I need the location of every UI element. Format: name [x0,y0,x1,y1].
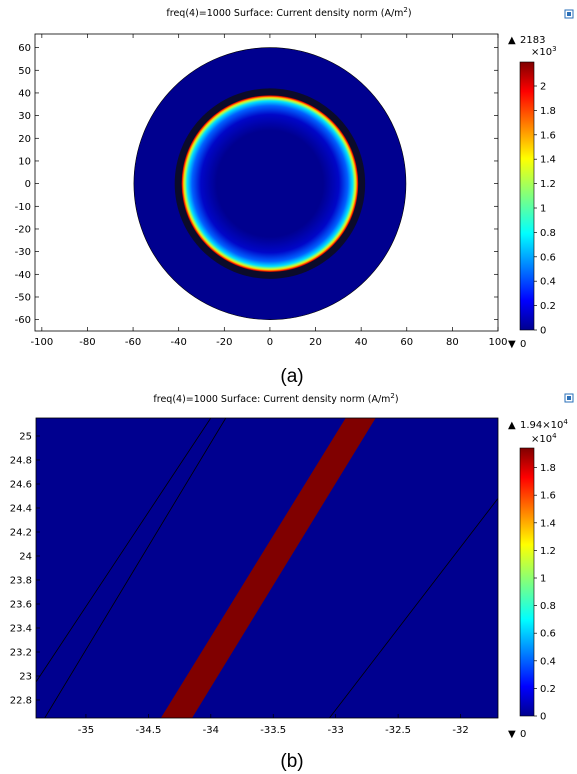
x-tick-label: 60 [400,337,413,348]
y-tick-label: 23 [19,672,32,683]
y-tick-label: -30 [15,247,31,258]
colorbar-b-ticks: 1.8 1.6 1.4 1.2 1 0.8 0.6 0.4 0.2 0 [534,463,556,723]
colorbar-tick-label: 0.4 [540,656,556,667]
panel-a: freq(4)=1000 Surface: Current density no… [15,6,574,387]
colorbar-tick-label: 0.2 [540,684,556,695]
x-tick-label: -100 [30,337,53,348]
caption-b: (b) [280,751,303,772]
y-tick-label: 40 [18,88,31,99]
colorbar-tick-label: 1.8 [540,463,556,474]
boundary-line [44,418,227,718]
y-tick-label: -20 [15,224,31,235]
colorbar-tick-label: 1.6 [540,130,556,141]
colorbar-tick-label: 0 [540,712,546,723]
y-tick-label: 23.8 [10,576,32,587]
plot-a-frame [34,33,499,332]
y-tick-label: -10 [15,202,31,213]
y-tick-label: 24.8 [10,456,32,467]
y-tick-label: -60 [15,315,31,326]
colorbar-b-max-label: 1.94×104 [520,418,568,431]
x-tick-label: -34 [203,725,219,736]
boundary-line [36,418,212,683]
x-tick-label: 20 [309,337,322,348]
colorbar-tick-label: 0.6 [540,252,556,263]
colorbar-b [519,447,535,717]
colorbar-a-scale: ×103 [531,45,557,58]
y-tick-label: 60 [18,43,31,54]
plot-b-y-ticks: 25 24.8 24.6 24.4 24.2 24 23.8 23.6 23.4 23.2 23 22… [10,432,40,707]
colorbar-tick-label: 1.6 [540,491,556,502]
x-tick-label: 80 [446,337,459,348]
colorbar-b-min-label: 0 [520,729,526,740]
y-tick-label: 24.6 [10,480,32,491]
colorbar-a-max-marker: ▲ [508,35,516,46]
plot-b-x-ticks: -35 -34.5 -34 -33.5 -33 -32.5 -32 [78,714,469,736]
colorbar-b-max-marker: ▲ [508,420,516,431]
colorbar-tick-label: 1 [540,574,546,585]
colorbar-tick-label: 1 [540,204,546,215]
conductor-band [160,418,376,718]
y-tick-label: 22.8 [10,696,32,707]
x-tick-label: -20 [216,337,232,348]
colorbar-tick-label: 0.8 [540,228,556,239]
colorbar-tick-label: 0 [540,326,546,337]
boundary-lines [36,418,498,718]
colorbar-tick-label: 1.4 [540,518,556,529]
plot-a-y-ticks: 60 50 40 30 20 10 0 -10 -20 -30 -40 -50 -60 [15,43,498,326]
y-tick-label: 24 [19,552,32,563]
export-plot-icon[interactable] [564,393,574,403]
y-tick-label: 0 [25,179,31,190]
x-tick-label: -32.5 [385,725,411,736]
colorbar-tick-label: 1.2 [540,546,556,557]
y-tick-label: 23.4 [10,624,32,635]
y-tick-label: -50 [15,292,31,303]
colorbar-tick-label: 0.4 [540,277,556,288]
x-tick-label: -33.5 [260,725,286,736]
panel-b: freq(4)=1000 Surface: Current density no… [10,392,574,772]
y-tick-label: 10 [18,156,31,167]
caption-a: (a) [280,366,303,387]
plot-b-frame [35,417,499,719]
y-tick-label: 30 [18,111,31,122]
colorbar-a [519,61,535,331]
y-tick-label: 24.2 [10,528,32,539]
y-tick-label: -40 [15,270,31,281]
boundary-line [329,498,498,718]
colorbar-tick-label: 0.2 [540,301,556,312]
plot-b-title: freq(4)=1000 Surface: Current density no… [153,392,398,405]
x-tick-label: -80 [79,337,95,348]
x-tick-label: -32 [452,725,468,736]
colorbar-tick-label: 1.8 [540,106,556,117]
colorbar-b-scale: ×104 [531,432,557,445]
colorbar-tick-label: 0.8 [540,601,556,612]
y-tick-label: 23.6 [10,600,32,611]
x-tick-label: -35 [78,725,94,736]
y-tick-label: 24.4 [10,504,32,515]
plot-a-x-ticks: -100 -80 -60 -40 -20 0 20 40 60 80 100 [30,34,508,348]
colorbar-b-min-marker: ▼ [508,729,516,740]
colorbar-a-min-label: 0 [520,339,526,350]
y-tick-label: 25 [19,432,32,443]
x-tick-label: -60 [125,337,141,348]
x-tick-label: -34.5 [135,725,161,736]
colorbar-tick-label: 1.2 [540,179,556,190]
colorbar-tick-label: 2 [540,82,546,93]
colorbar-a-min-marker: ▼ [508,339,516,350]
conductor-disc [181,95,359,273]
y-tick-label: 20 [18,134,31,145]
x-tick-label: 40 [355,337,368,348]
colorbar-a-ticks: 2 1.8 1.6 1.4 1.2 1 0.8 0.6 0.4 0.2 0 [534,82,556,337]
x-tick-label: 0 [267,337,273,348]
y-tick-label: 50 [18,66,31,77]
x-tick-label: 100 [488,337,507,348]
colorbar-tick-label: 1.4 [540,155,556,166]
x-tick-label: -33 [328,725,344,736]
plot-a-title: freq(4)=1000 Surface: Current density no… [166,6,411,19]
export-plot-icon[interactable] [564,9,574,19]
colorbar-tick-label: 0.6 [540,629,556,640]
colorbar-a-max-label: 2183 [520,35,545,46]
x-tick-label: -40 [171,337,187,348]
y-tick-label: 23.2 [10,648,32,659]
